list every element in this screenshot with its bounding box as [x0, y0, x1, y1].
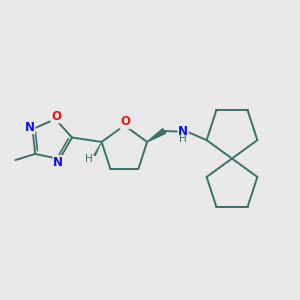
Text: N: N	[178, 125, 188, 138]
Text: H: H	[179, 134, 187, 144]
Text: O: O	[51, 110, 61, 123]
Text: N: N	[25, 121, 35, 134]
Polygon shape	[147, 129, 166, 142]
Text: N: N	[53, 156, 63, 169]
Text: O: O	[120, 116, 130, 128]
Text: H: H	[85, 154, 93, 164]
